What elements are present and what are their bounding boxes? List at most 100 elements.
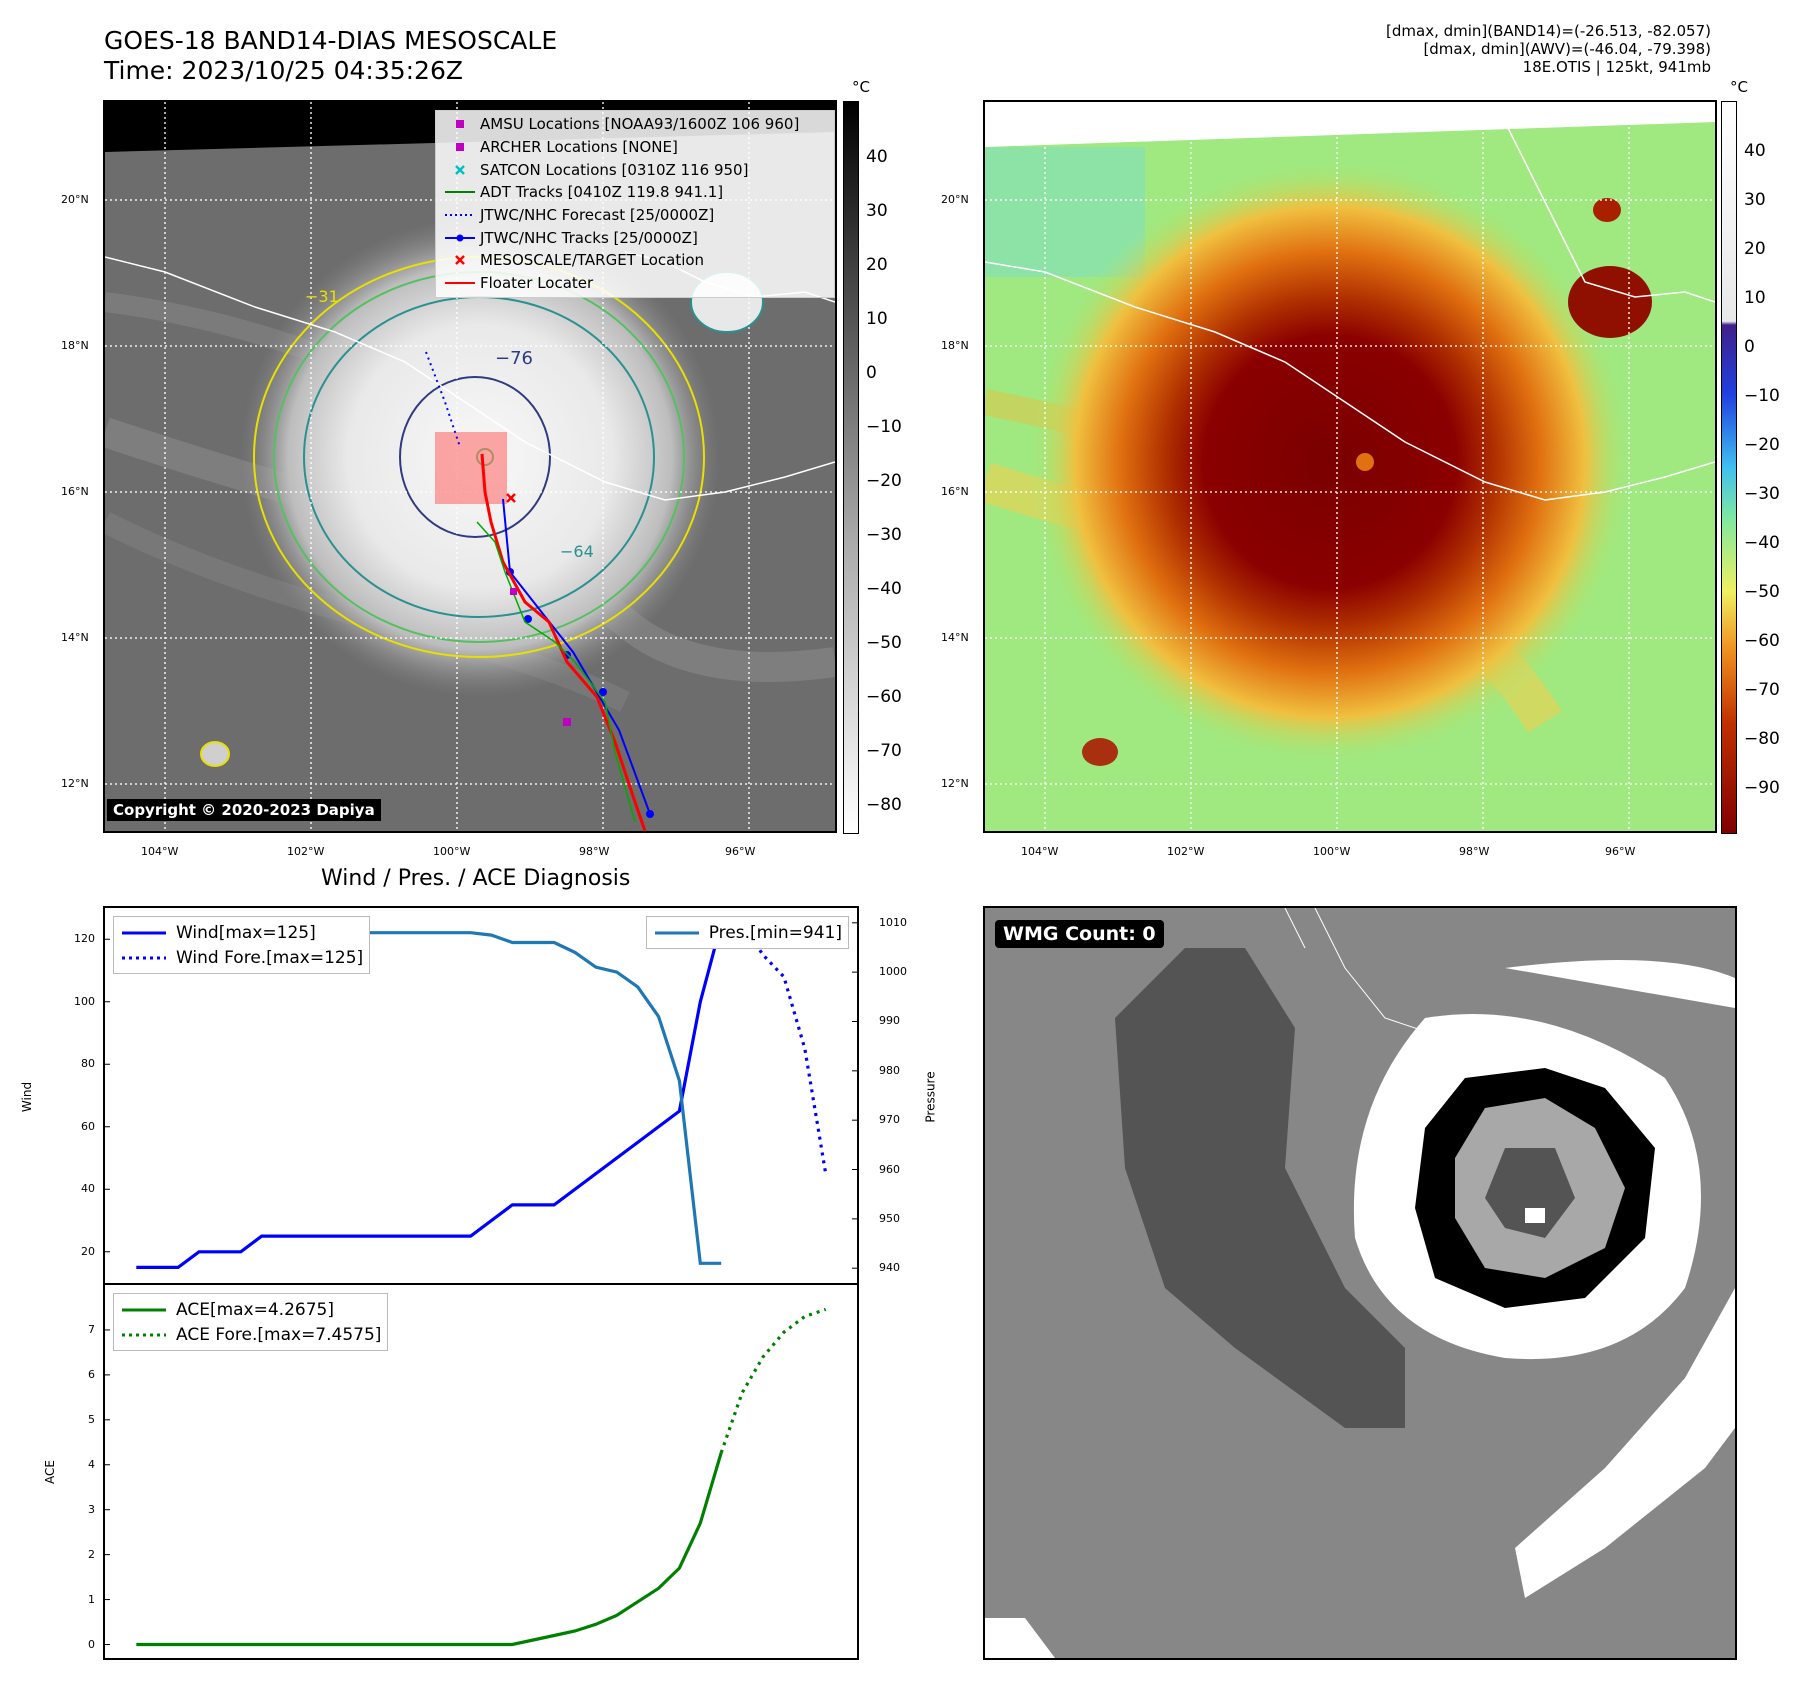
cb-tick: −20 (866, 471, 902, 491)
cb-tick: −90 (1744, 778, 1780, 798)
ytick-label: 0 (88, 1637, 95, 1651)
color-colorbar (1721, 101, 1737, 834)
ytick-label: 5 (88, 1412, 95, 1426)
wmg-panel: WMG Count: 0 (983, 906, 1737, 1660)
cb-tick: −10 (1744, 386, 1780, 406)
cb-tick: −10 (866, 417, 902, 437)
cb-tick: −80 (1744, 729, 1780, 749)
legend-item-satcon: SATCON Locations [0310Z 116 950] (440, 158, 830, 181)
gray-colorbar (843, 101, 859, 834)
cb-tick: −70 (1744, 680, 1780, 700)
contour-label-64: −64 (560, 542, 594, 561)
ytick-label: 4 (88, 1457, 95, 1471)
lon-tick: 100°W (433, 845, 471, 858)
ytick-label: 3 (88, 1502, 95, 1516)
series-line-ace (136, 1452, 723, 1647)
cb-tick: −60 (1744, 631, 1780, 651)
lat-tick: 18°N (61, 339, 89, 352)
ytick-right-label: 950 (879, 1211, 900, 1225)
lon-tick: 98°W (579, 845, 610, 858)
lat-tick: 14°N (941, 631, 969, 644)
ytick-label: 40 (81, 1182, 95, 1196)
color-map-svg (985, 102, 1715, 831)
cb-tick: −80 (866, 795, 902, 815)
cb-tick: −70 (866, 741, 902, 761)
ytick-right-label: 990 (879, 1014, 900, 1028)
legend-item-amsu: AMSU Locations [NOAA93/1600Z 106 960] (440, 113, 830, 136)
diagnosis-title: Wind / Pres. / ACE Diagnosis (321, 866, 631, 891)
pressure-legend: Pres.[min=941] (645, 916, 849, 949)
ace-legend: ACE[max=4.2675] ACE Fore.[max=7.4575] (113, 1293, 389, 1351)
ytick-right-label: 940 (879, 1261, 900, 1275)
ace-ylabel: ACE (42, 1460, 57, 1484)
ytick-label: 7 (88, 1322, 95, 1336)
lon-tick: 98°W (1459, 845, 1490, 858)
lat-tick: 20°N (941, 193, 969, 206)
ytick-label: 6 (88, 1367, 95, 1381)
lon-tick: 104°W (141, 845, 179, 858)
wind-legend: Wind[max=125] Wind Fore.[max=125] (113, 916, 371, 974)
series-line-ace-fore- (719, 1307, 827, 1454)
map-legend: AMSU Locations [NOAA93/1600Z 106 960] AR… (435, 110, 835, 298)
contour-label-31: −31 (305, 287, 339, 306)
legend-item-adt: ADT Tracks [0410Z 119.8 941.1] (445, 183, 724, 202)
cb-tick: 20 (1744, 239, 1766, 259)
wmg-count-badge: WMG Count: 0 (995, 920, 1164, 948)
awv-range: [dmax, dmin](AWV)=(-46.04, -79.398) (1423, 40, 1711, 58)
cb-tick: 10 (1744, 288, 1766, 308)
cb-tick: 30 (1744, 190, 1766, 210)
ytick-label: 80 (81, 1057, 95, 1071)
pressure-ylabel: Pressure (923, 1071, 938, 1123)
ace-chart: ACE[max=4.2675] ACE Fore.[max=7.4575] (103, 1283, 859, 1660)
lat-tick: 14°N (61, 631, 89, 644)
contour-label-76: −76 (495, 348, 533, 369)
cb-tick: −60 (866, 687, 902, 707)
legend-item-floater: Floater Locater (445, 274, 594, 293)
page-title: GOES-18 BAND14-DIAS MESOSCALE Time: 2023… (104, 26, 557, 86)
cb-tick: 10 (866, 309, 888, 329)
ir-color-map (983, 100, 1717, 833)
title-line-2: Time: 2023/10/25 04:35:26Z (104, 56, 463, 85)
series-line-wind-fore- (740, 922, 828, 1174)
legend-item-target: MESOSCALE/TARGET Location (440, 249, 830, 272)
cb-tick: −20 (1744, 435, 1780, 455)
cb-tick: 20 (866, 255, 888, 275)
legend-item-forecast: JTWC/NHC Forecast [25/0000Z] (445, 206, 715, 225)
band14-range: [dmax, dmin](BAND14)=(-26.513, -82.057) (1386, 22, 1711, 40)
ace-chart-svg (105, 1307, 827, 1647)
wind-pressure-chart: Wind[max=125] Wind Fore.[max=125] Pres.[… (103, 906, 859, 1285)
ytick-label: 120 (74, 932, 95, 946)
cb-tick: 30 (866, 201, 888, 221)
title-line-1: GOES-18 BAND14-DIAS MESOSCALE (104, 26, 558, 55)
legend-ace: ACE[max=4.2675] (122, 1299, 334, 1320)
lon-tick: 104°W (1021, 845, 1059, 858)
ytick-label: 60 (81, 1119, 95, 1133)
ytick-right-label: 980 (879, 1063, 900, 1077)
lon-tick: 100°W (1313, 845, 1351, 858)
cb-tick: −50 (1744, 582, 1780, 602)
cb-tick: 0 (1744, 337, 1755, 357)
gray-colorbar-unit: °C (852, 78, 870, 96)
lon-tick: 96°W (1605, 845, 1636, 858)
ytick-label: 1 (88, 1592, 95, 1606)
cb-tick: −40 (1744, 533, 1780, 553)
cb-tick: −40 (866, 579, 902, 599)
cb-tick: 40 (866, 147, 888, 167)
wmg-svg (985, 908, 1735, 1658)
lat-tick: 16°N (61, 485, 89, 498)
lon-tick: 102°W (1167, 845, 1205, 858)
cb-tick: −30 (866, 525, 902, 545)
storm-summary: 18E.OTIS | 125kt, 941mb (1522, 58, 1711, 76)
ytick-right-label: 960 (879, 1162, 900, 1176)
cb-tick: −30 (1744, 484, 1780, 504)
legend-wind: Wind[max=125] (122, 922, 316, 943)
legend-item-tracks: JTWC/NHC Tracks [25/0000Z] (440, 226, 830, 249)
lat-tick: 18°N (941, 339, 969, 352)
ir-grayscale-map: −76 −64 −31 AMSU Locations [NOAA93/1600Z… (103, 100, 837, 833)
legend-wind-forecast: Wind Fore.[max=125] (122, 947, 364, 968)
wind-ylabel: Wind (20, 1081, 35, 1113)
ytick-label: 100 (74, 994, 95, 1008)
legend-pressure: Pres.[min=941] (654, 922, 842, 943)
cb-tick: 0 (866, 363, 877, 383)
copyright-label: Copyright © 2020-2023 Dapiya (107, 799, 381, 821)
